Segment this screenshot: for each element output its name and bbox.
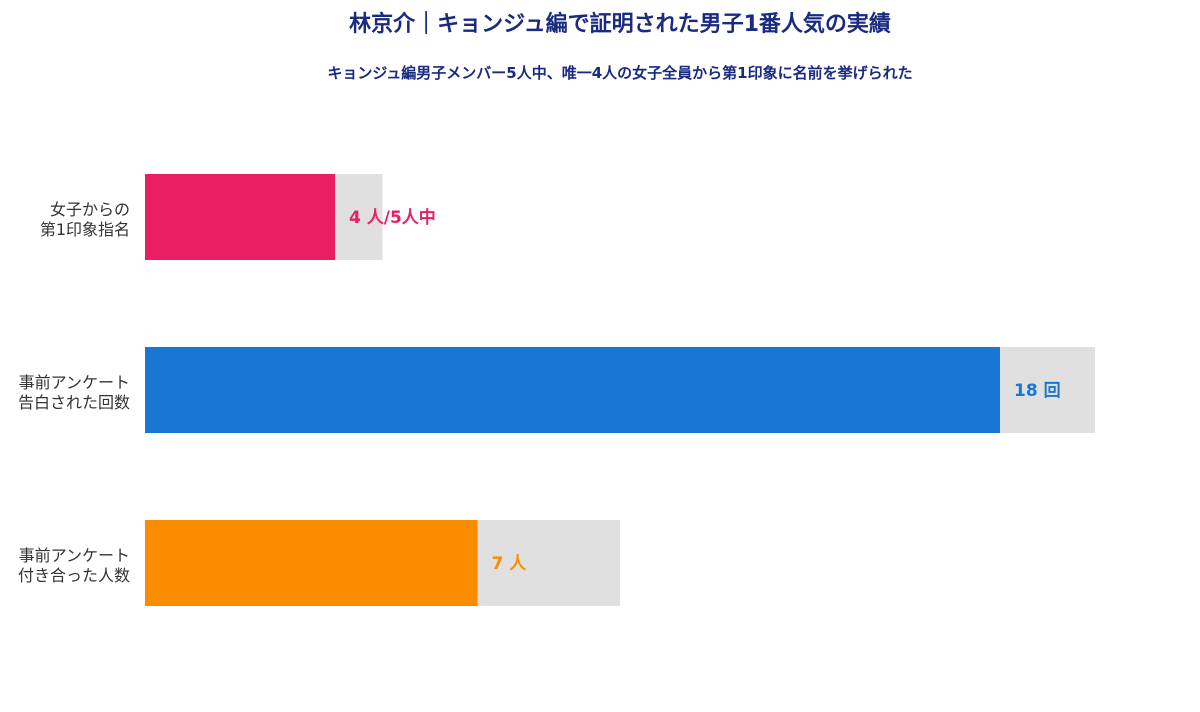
data-label: 4 人/5人中 [349, 207, 436, 228]
bar [145, 174, 335, 260]
category-label: 告白された回数 [18, 393, 130, 412]
chart-subtitle: キョンジュ編男子メンバー5人中、唯一4人の女子全員から第1印象に名前を挙げられた [327, 64, 912, 82]
bar [145, 347, 1000, 433]
category-label: 付き合った人数 [18, 566, 130, 585]
category-label: 事前アンケート [19, 546, 130, 565]
chart-title: 林京介｜キョンジュ編で証明された男子1番人気の実績 [349, 11, 891, 37]
bar [145, 520, 478, 606]
category-label: 第1印象指名 [40, 220, 130, 239]
data-label: 7 人 [492, 554, 528, 574]
category-label: 女子からの [50, 200, 130, 219]
category-label: 事前アンケート [19, 373, 130, 392]
data-label: 18 回 [1014, 381, 1061, 401]
